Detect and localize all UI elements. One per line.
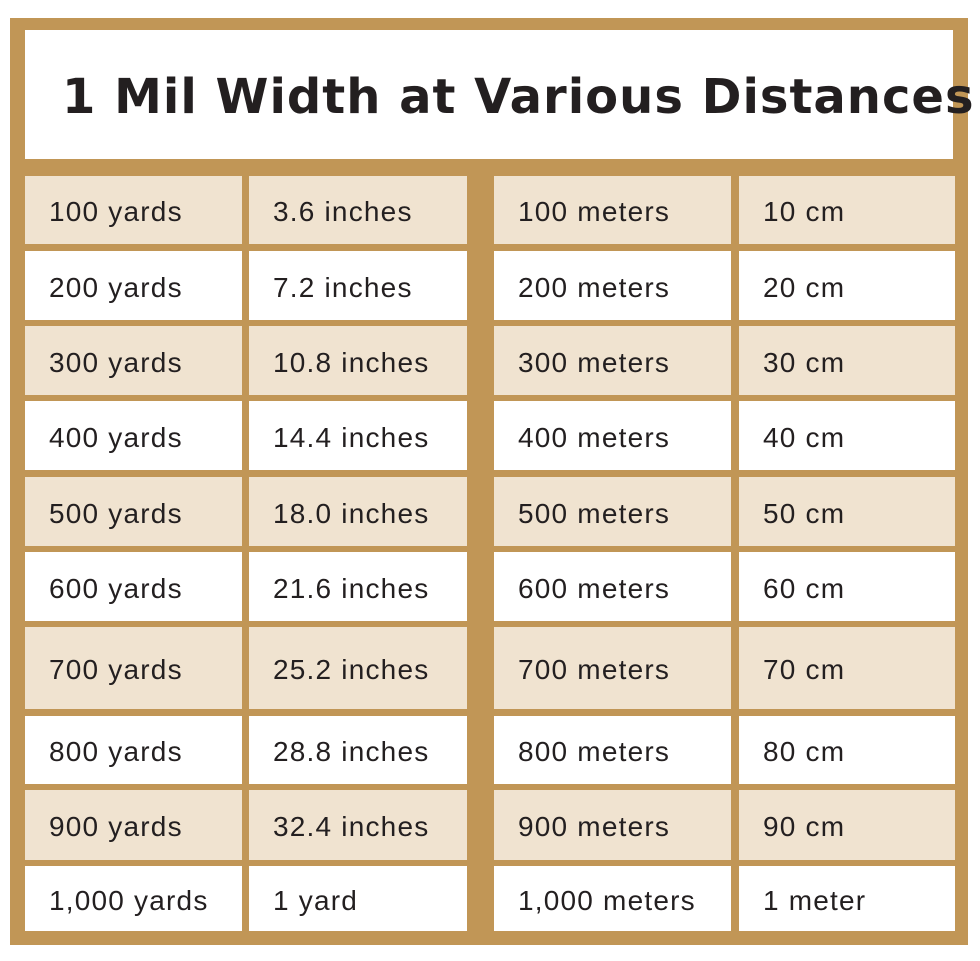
yards-cell: 700 yards	[25, 627, 242, 709]
cm-cell: 60 cm	[739, 552, 955, 621]
inches-cell: 28.8 inches	[249, 716, 467, 784]
cm-cell: 10 cm	[739, 176, 955, 244]
inches-cell: 14.4 inches	[249, 401, 467, 470]
cm-cell: 80 cm	[739, 716, 955, 784]
meters-cell: 100 meters	[494, 176, 731, 244]
inches-cell: 25.2 inches	[249, 627, 467, 709]
inches-cell: 3.6 inches	[249, 176, 467, 244]
yards-cell: 500 yards	[25, 477, 242, 546]
meters-cell: 400 meters	[494, 401, 731, 470]
yards-cell: 400 yards	[25, 401, 242, 470]
title-box: 1 Mil Width at Various Distances	[25, 30, 974, 159]
inches-cell: 18.0 inches	[249, 477, 467, 546]
yards-cell: 600 yards	[25, 552, 242, 621]
yards-cell: 1,000 yards	[25, 866, 242, 931]
inches-cell: 21.6 inches	[249, 552, 467, 621]
meters-cell: 1,000 meters	[494, 866, 731, 931]
cm-cell: 40 cm	[739, 401, 955, 470]
meters-cell: 500 meters	[494, 477, 731, 546]
meters-cell: 900 meters	[494, 790, 731, 860]
meters-cell: 700 meters	[494, 627, 731, 709]
inches-cell: 1 yard	[249, 866, 467, 931]
yards-cell: 900 yards	[25, 790, 242, 860]
inches-cell: 7.2 inches	[249, 251, 467, 320]
yards-cell: 200 yards	[25, 251, 242, 320]
yards-cell: 100 yards	[25, 176, 242, 244]
cm-cell: 50 cm	[739, 477, 955, 546]
inches-cell: 32.4 inches	[249, 790, 467, 860]
meters-cell: 200 meters	[494, 251, 731, 320]
meters-cell: 600 meters	[494, 552, 731, 621]
meters-cell: 300 meters	[494, 326, 731, 395]
meters-cell: 800 meters	[494, 716, 731, 784]
page-title: 1 Mil Width at Various Distances	[62, 69, 975, 125]
cm-cell: 90 cm	[739, 790, 955, 860]
cm-cell: 1 meter	[739, 866, 955, 931]
yards-cell: 800 yards	[25, 716, 242, 784]
table-frame: 1 Mil Width at Various Distances 100 yar…	[10, 18, 974, 945]
yards-cell: 300 yards	[25, 326, 242, 395]
cm-cell: 20 cm	[739, 251, 955, 320]
cm-cell: 30 cm	[739, 326, 955, 395]
inches-cell: 10.8 inches	[249, 326, 467, 395]
cm-cell: 70 cm	[739, 627, 955, 709]
